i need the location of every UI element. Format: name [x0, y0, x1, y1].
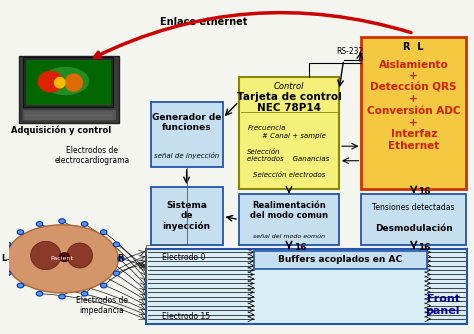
Text: señal de inyección: señal de inyección [154, 152, 219, 159]
Ellipse shape [118, 257, 124, 261]
Text: R  L: R L [403, 42, 424, 52]
FancyBboxPatch shape [146, 249, 467, 324]
Text: Buffers acoplados en AC: Buffers acoplados en AC [278, 255, 402, 264]
Text: RS-232: RS-232 [337, 47, 364, 56]
Text: Selección electrodos: Selección electrodos [253, 172, 325, 178]
Text: Electrodos de
electrocardiograma: Electrodos de electrocardiograma [55, 146, 130, 165]
Text: Selección
electrodos    Ganancias: Selección electrodos Ganancias [247, 149, 329, 162]
Text: L: L [1, 255, 6, 263]
Ellipse shape [4, 271, 11, 276]
Text: 16: 16 [293, 243, 306, 252]
Ellipse shape [59, 294, 65, 299]
Ellipse shape [100, 283, 107, 288]
Text: Electrodos de
impedancia: Electrodos de impedancia [76, 296, 128, 315]
Text: Tensiones detectadas: Tensiones detectadas [373, 203, 455, 212]
FancyBboxPatch shape [255, 250, 427, 269]
Ellipse shape [59, 252, 70, 262]
Ellipse shape [67, 243, 92, 268]
Ellipse shape [64, 73, 83, 92]
FancyBboxPatch shape [361, 194, 466, 245]
FancyBboxPatch shape [151, 102, 223, 167]
FancyBboxPatch shape [239, 77, 339, 189]
Ellipse shape [36, 222, 43, 226]
Text: Pacient: Pacient [51, 257, 73, 261]
Text: Electrodo 15: Electrodo 15 [162, 312, 210, 321]
Text: R: R [118, 255, 124, 263]
Text: # Canal + sample: # Canal + sample [262, 133, 326, 139]
Ellipse shape [113, 271, 120, 276]
Ellipse shape [54, 77, 65, 89]
Ellipse shape [17, 283, 24, 288]
Text: Generador de
funciones: Generador de funciones [152, 113, 221, 132]
Ellipse shape [37, 71, 63, 93]
FancyBboxPatch shape [19, 56, 119, 123]
Text: señal del modo eomún: señal del modo eomún [253, 234, 325, 239]
FancyBboxPatch shape [151, 187, 223, 245]
Ellipse shape [6, 225, 118, 293]
Ellipse shape [0, 257, 7, 261]
Text: Tarjeta de control
NEC 78P14: Tarjeta de control NEC 78P14 [237, 92, 341, 114]
Bar [26, 60, 111, 105]
Ellipse shape [36, 291, 43, 296]
Ellipse shape [31, 241, 61, 270]
Text: Aislamiento
+
Detección QRS
+
Conversión ADC
+
Interfaz
Ethernet: Aislamiento + Detección QRS + Conversión… [367, 59, 460, 151]
Bar [22, 57, 113, 107]
Ellipse shape [82, 222, 88, 226]
Ellipse shape [113, 242, 120, 247]
Ellipse shape [100, 230, 107, 234]
Ellipse shape [42, 67, 89, 95]
Ellipse shape [17, 230, 24, 234]
Text: Adquisición y control: Adquisición y control [11, 125, 111, 135]
FancyBboxPatch shape [239, 194, 339, 245]
Text: Frecuencia: Frecuencia [247, 125, 286, 131]
Text: Sistema
de
inyección: Sistema de inyección [163, 201, 210, 231]
Text: 16: 16 [419, 243, 431, 252]
Text: Desmodulación: Desmodulación [375, 224, 453, 233]
Ellipse shape [4, 242, 11, 247]
FancyBboxPatch shape [361, 37, 466, 189]
Text: Realimentación
del modo comun: Realimentación del modo comun [250, 201, 328, 220]
Ellipse shape [82, 291, 88, 296]
Bar [22, 110, 116, 120]
Text: Enlace ethernet: Enlace ethernet [160, 17, 248, 27]
Text: Control: Control [273, 82, 304, 91]
Ellipse shape [59, 219, 65, 223]
Text: Front
panel: Front panel [426, 294, 460, 316]
Text: 16: 16 [419, 187, 431, 196]
Text: Electrodo 0: Electrodo 0 [162, 253, 206, 262]
